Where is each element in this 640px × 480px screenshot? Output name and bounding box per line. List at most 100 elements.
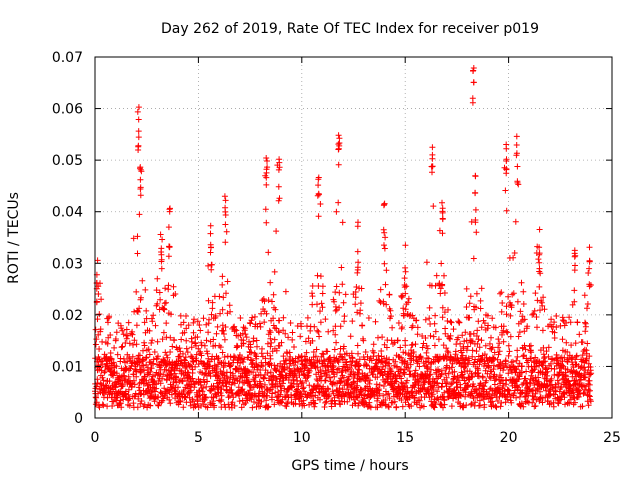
data-point bbox=[278, 399, 285, 406]
data-point bbox=[297, 333, 304, 340]
data-point bbox=[459, 371, 466, 378]
data-point bbox=[405, 299, 411, 306]
data-point bbox=[426, 304, 433, 311]
data-point bbox=[354, 342, 361, 349]
data-point bbox=[273, 367, 280, 374]
data-point bbox=[524, 398, 531, 405]
data-point bbox=[161, 306, 168, 313]
data-point bbox=[158, 245, 165, 252]
data-point bbox=[270, 291, 277, 298]
data-point bbox=[463, 347, 470, 354]
data-point bbox=[104, 340, 111, 347]
data-point bbox=[444, 318, 451, 324]
data-point bbox=[125, 319, 132, 326]
data-point bbox=[183, 345, 190, 352]
data-point bbox=[551, 366, 558, 372]
data-point bbox=[496, 340, 503, 347]
data-point bbox=[466, 314, 473, 321]
data-point bbox=[472, 206, 479, 213]
data-point bbox=[515, 333, 522, 340]
data-point bbox=[441, 272, 447, 279]
data-point bbox=[125, 373, 132, 380]
data-point bbox=[492, 403, 499, 410]
data-point bbox=[266, 327, 273, 334]
data-point bbox=[500, 323, 507, 330]
data-point bbox=[545, 353, 552, 360]
data-point bbox=[586, 381, 593, 388]
data-point bbox=[344, 386, 350, 393]
data-point bbox=[276, 156, 283, 163]
data-point bbox=[254, 343, 260, 350]
data-point bbox=[503, 311, 510, 318]
data-point bbox=[486, 391, 493, 398]
data-point bbox=[496, 348, 503, 355]
data-point bbox=[529, 399, 536, 406]
data-point bbox=[441, 290, 448, 296]
data-point bbox=[526, 379, 533, 386]
data-point bbox=[503, 165, 510, 172]
data-point bbox=[557, 396, 564, 403]
data-point bbox=[468, 401, 474, 408]
data-point bbox=[165, 253, 172, 260]
data-point bbox=[146, 327, 153, 334]
data-point bbox=[450, 326, 457, 333]
data-point bbox=[264, 350, 271, 357]
data-point bbox=[392, 358, 399, 365]
data-point bbox=[219, 349, 226, 356]
data-point bbox=[214, 323, 221, 330]
data-point bbox=[451, 387, 457, 394]
data-point bbox=[518, 279, 525, 286]
data-point bbox=[305, 335, 312, 342]
data-point bbox=[500, 338, 507, 345]
data-point bbox=[268, 339, 275, 346]
x-axis-label: GPS time / hours bbox=[291, 458, 408, 474]
data-point bbox=[382, 281, 389, 288]
data-point bbox=[420, 403, 427, 410]
data-point bbox=[491, 362, 497, 369]
data-point bbox=[520, 301, 527, 307]
data-point bbox=[522, 346, 529, 353]
data-point bbox=[311, 403, 318, 410]
data-point bbox=[251, 378, 258, 384]
data-point bbox=[147, 402, 154, 409]
data-point bbox=[441, 389, 448, 396]
data-point bbox=[309, 293, 316, 300]
data-point bbox=[439, 230, 446, 237]
data-point bbox=[322, 316, 329, 323]
data-point bbox=[359, 322, 366, 329]
data-point bbox=[476, 361, 483, 368]
data-point bbox=[276, 342, 283, 349]
data-point bbox=[349, 355, 356, 362]
data-point bbox=[176, 345, 183, 352]
data-point bbox=[250, 335, 257, 342]
data-point bbox=[409, 322, 416, 329]
data-point bbox=[315, 191, 322, 198]
y-tick-label: 0.01 bbox=[52, 359, 83, 375]
data-point bbox=[567, 383, 574, 390]
data-point bbox=[241, 356, 247, 363]
data-point bbox=[379, 400, 386, 407]
data-point bbox=[136, 305, 143, 312]
data-point bbox=[439, 282, 446, 289]
data-point bbox=[265, 297, 272, 304]
data-point bbox=[374, 386, 381, 393]
data-point bbox=[154, 300, 161, 307]
data-point bbox=[219, 306, 226, 313]
data-point bbox=[185, 322, 192, 329]
data-point bbox=[237, 315, 244, 321]
data-point bbox=[158, 258, 165, 265]
data-point bbox=[334, 357, 341, 364]
data-point bbox=[299, 379, 306, 386]
data-point bbox=[516, 329, 523, 336]
data-point bbox=[423, 349, 430, 356]
data-point bbox=[278, 339, 285, 346]
data-point bbox=[398, 366, 404, 372]
data-point bbox=[582, 323, 589, 330]
data-point bbox=[223, 290, 229, 297]
data-point bbox=[515, 181, 522, 188]
data-point bbox=[510, 290, 517, 297]
data-point bbox=[138, 294, 144, 301]
data-point bbox=[107, 350, 114, 356]
data-point bbox=[431, 320, 438, 327]
